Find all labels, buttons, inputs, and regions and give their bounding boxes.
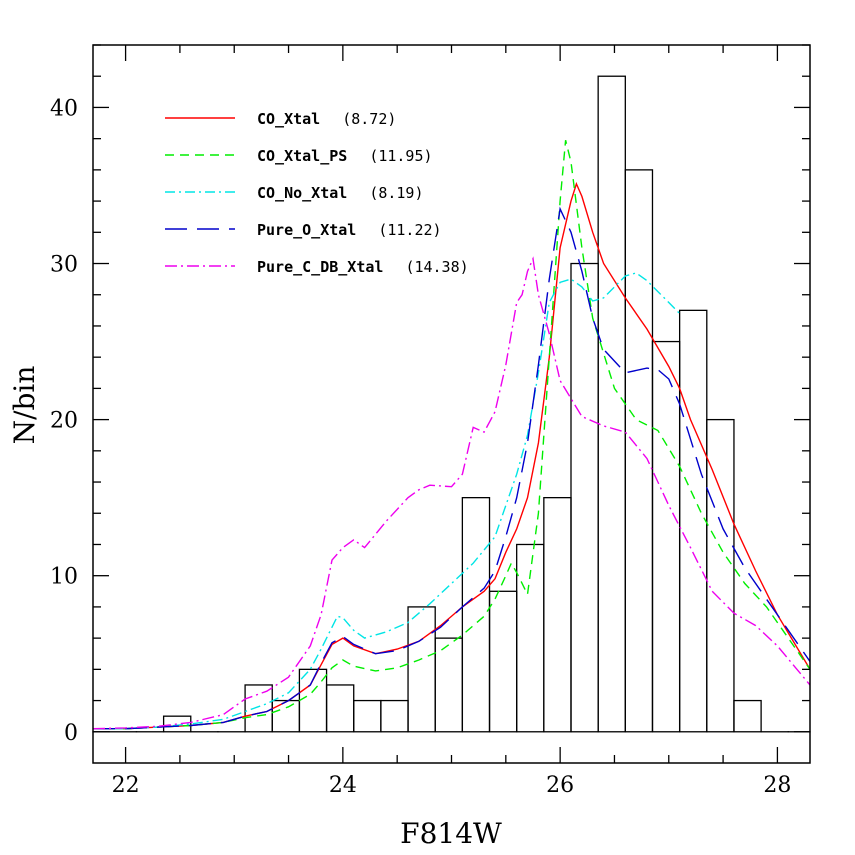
plot-frame <box>92 44 811 764</box>
histogram-bar <box>706 418 735 733</box>
histogram-bar <box>678 309 708 733</box>
histogram-bar <box>651 340 681 733</box>
legend-label: CO_Xtal <box>257 110 320 128</box>
y-axis-title: N/bin <box>8 366 41 445</box>
series-line-co-xtal <box>93 181 810 730</box>
legend-label: Pure_C_DB_Xtal <box>257 258 383 276</box>
y-tick-label: 0 <box>64 721 78 746</box>
histogram-bar <box>407 606 436 733</box>
legend-score: (8.19) <box>369 184 423 202</box>
legend-label: CO_Xtal_PS <box>257 147 347 165</box>
histogram-bar <box>461 497 491 733</box>
histogram-bar <box>488 590 518 733</box>
series-line-co-xtal-ps <box>93 140 810 730</box>
axis-ticks <box>93 44 810 763</box>
histogram-bar <box>733 699 762 733</box>
histogram-bar <box>597 75 626 733</box>
histogram-bar <box>570 262 599 733</box>
histogram-bar <box>380 699 409 733</box>
histogram-bar <box>162 715 192 733</box>
x-tick-label: 28 <box>763 773 791 798</box>
x-tick-label: 26 <box>546 773 574 798</box>
legend-score: (14.38) <box>405 258 468 276</box>
legend-label: Pure_O_Xtal <box>257 221 356 239</box>
series-line-co-no-xtal <box>93 272 681 730</box>
y-tick-label: 10 <box>50 565 78 590</box>
legend-label: CO_No_Xtal <box>257 184 347 202</box>
histogram-bar <box>434 637 464 733</box>
series-line-pure-c-db-xtal <box>93 256 810 730</box>
histogram-bar <box>353 699 382 733</box>
legend-score: (8.72) <box>342 110 396 128</box>
x-tick-label: 22 <box>112 773 140 798</box>
x-tick-label: 24 <box>329 773 357 798</box>
legend-score: (11.22) <box>378 221 441 239</box>
histogram-bar <box>244 684 273 733</box>
tick-labels: 22 24 26 28 0 10 20 30 40 <box>50 96 791 798</box>
histogram-bar <box>543 497 572 733</box>
histogram-bar <box>624 169 654 733</box>
histogram-bars <box>92 75 811 733</box>
histogram-bar <box>271 699 301 733</box>
y-tick-label: 20 <box>50 409 78 434</box>
y-tick-label: 40 <box>50 96 78 121</box>
x-axis-title: F814W <box>400 817 502 850</box>
model-curves <box>93 140 810 730</box>
series-line-pure-o-xtal <box>93 206 810 730</box>
y-tick-label: 30 <box>50 253 78 278</box>
legend-score: (11.95) <box>369 147 432 165</box>
histogram-bar <box>325 684 355 733</box>
legend: CO_Xtal (8.72) CO_Xtal_PS (11.95) CO_No_Xtal… <box>165 110 469 276</box>
